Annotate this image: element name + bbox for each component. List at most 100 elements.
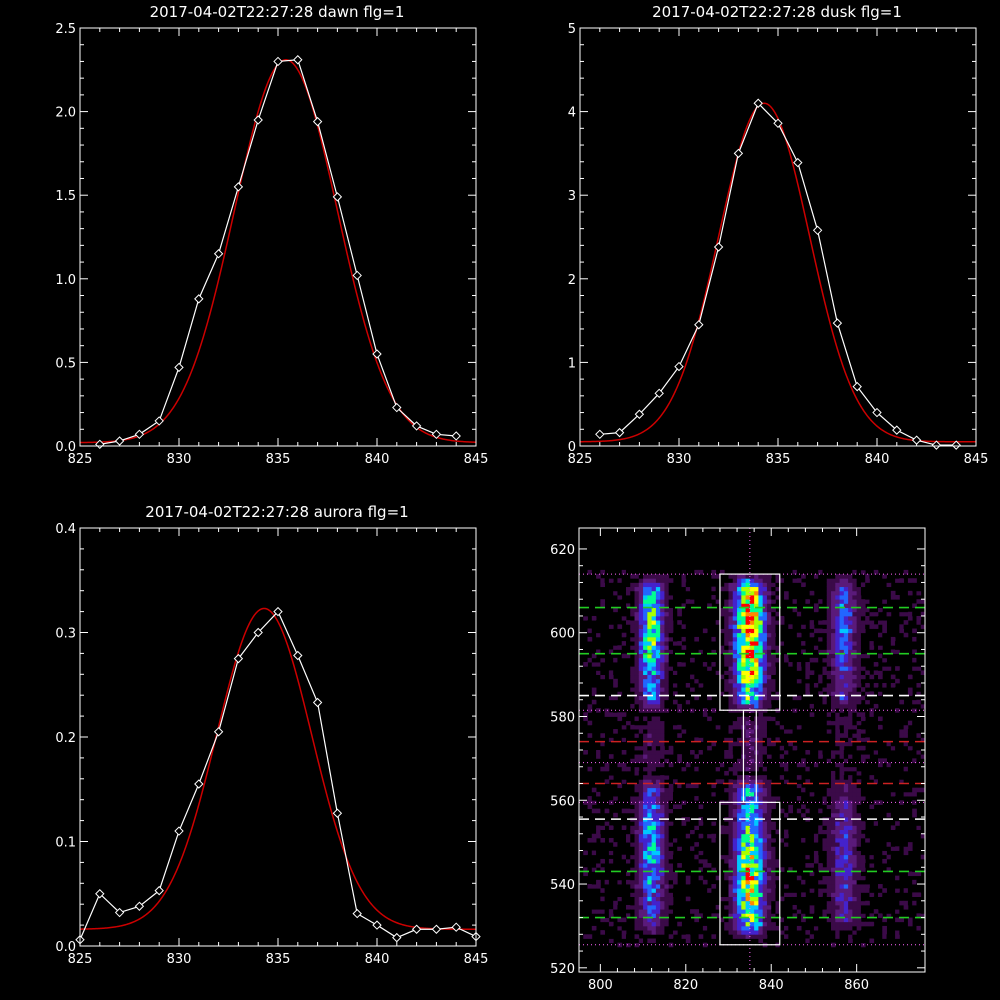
heatmap-cell [587, 599, 593, 604]
heatmap-cell [869, 645, 875, 650]
data-point [654, 388, 664, 399]
heatmap-cell [749, 720, 755, 726]
heatmap-cell [860, 888, 866, 893]
heatmap-cell [591, 712, 597, 717]
heatmap-cell [660, 758, 665, 763]
heatmap-cell [741, 833, 746, 839]
heatmap-cell [822, 888, 828, 893]
heatmap-cell [754, 858, 759, 864]
heatmap-cell [856, 678, 862, 684]
heatmap-cell [839, 553, 845, 558]
heatmap-cell [856, 699, 862, 705]
heatmap-cell [613, 678, 618, 684]
heatmap-cell [672, 636, 678, 642]
heatmap-cell [801, 557, 806, 562]
heatmap-cell [749, 779, 755, 784]
heatmap-cell [681, 775, 687, 780]
heatmap-cell [732, 595, 738, 600]
heatmap-cell [741, 930, 746, 935]
heatmap-cell [737, 825, 742, 830]
heatmap-cell [749, 896, 755, 902]
heatmap-cell [711, 624, 717, 629]
heatmap-cell [835, 770, 840, 776]
heatmap-cell [698, 733, 704, 738]
heatmap-cell [630, 791, 635, 797]
heatmap-cell [681, 729, 687, 734]
heatmap-cell [664, 775, 670, 780]
heatmap-cell [860, 670, 866, 676]
heatmap-cell [856, 590, 862, 596]
heatmap-cell [655, 716, 661, 722]
heatmap-cell [848, 611, 853, 617]
heatmap-cell [634, 754, 640, 759]
heatmap-cell [856, 632, 862, 638]
heatmap-cell [600, 909, 606, 914]
heatmap-cell [604, 762, 610, 768]
heatmap-cell [741, 653, 746, 659]
heatmap-cell [826, 775, 832, 780]
heatmap-cell [784, 724, 789, 730]
heatmap-cell [638, 741, 644, 747]
heatmap-cell [745, 821, 751, 826]
heatmap-cell [724, 611, 729, 617]
heatmap-cell [766, 812, 772, 818]
heatmap-cell [685, 896, 691, 902]
heatmap-cell [741, 687, 746, 692]
heatmap-cell [860, 586, 866, 592]
heatmap-cell [873, 762, 879, 768]
heatmap-cell [826, 653, 832, 659]
heatmap-cell [630, 796, 635, 801]
heatmap-cell [801, 787, 806, 793]
heatmap-cell [801, 934, 806, 939]
heatmap-cell [677, 620, 682, 625]
heatmap-cell [848, 917, 853, 923]
heatmap-cell [732, 955, 738, 960]
heatmap-cell [771, 821, 776, 826]
heatmap-cell [843, 729, 849, 734]
heatmap-cell [664, 963, 670, 969]
heatmap-cell [801, 796, 806, 801]
heatmap-cell [882, 590, 887, 596]
heatmap-cell [745, 783, 751, 789]
heatmap-cell [766, 657, 772, 663]
heatmap-cell [737, 599, 742, 604]
heatmap-cell [651, 930, 657, 935]
heatmap-cell [625, 716, 631, 722]
heatmap-cell [647, 846, 653, 851]
heatmap-cell [839, 678, 845, 684]
heatmap-cell [732, 879, 738, 885]
heatmap-cell [835, 754, 840, 759]
heatmap-cell [724, 863, 729, 868]
heatmap-cell [600, 653, 606, 659]
heatmap-cell [715, 913, 721, 918]
heatmap-cell [698, 678, 704, 684]
heatmap-cell [762, 720, 768, 726]
heatmap-cell [711, 670, 717, 676]
heatmap-cell [809, 938, 815, 944]
heatmap-cell [809, 729, 815, 734]
heatmap-cell [647, 724, 653, 730]
heatmap-cell [651, 615, 657, 621]
heatmap-cell [754, 624, 759, 629]
heatmap-cell [732, 766, 738, 772]
heatmap-cell [801, 808, 806, 814]
heatmap-cell [613, 682, 618, 688]
heatmap-cell [737, 925, 742, 931]
heatmap-cell [843, 812, 849, 818]
heatmap-cell [707, 737, 712, 743]
heatmap-cell [634, 955, 640, 960]
heatmap-cell [754, 599, 759, 604]
heatmap-cell [771, 699, 776, 705]
heatmap-cell [822, 770, 828, 776]
heatmap-cell [869, 913, 875, 918]
heatmap-cell [878, 532, 883, 537]
heatmap-cell [724, 662, 729, 667]
heatmap-cell [788, 649, 793, 655]
heatmap-cell [745, 754, 751, 759]
heatmap-cell [758, 833, 764, 839]
heatmap-cell [766, 875, 772, 881]
heatmap-cell [625, 666, 631, 671]
heatmap-cell [625, 850, 631, 856]
heatmap-cell [762, 821, 768, 826]
heatmap-cell [745, 934, 751, 939]
